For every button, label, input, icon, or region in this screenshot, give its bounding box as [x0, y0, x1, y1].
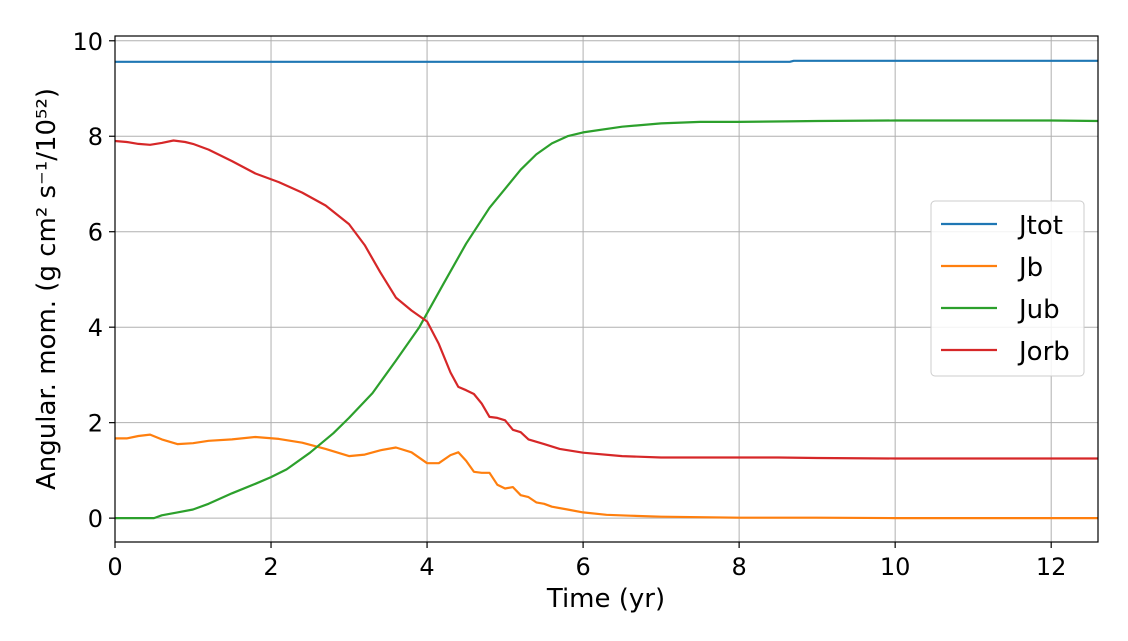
- series-line-jb: [115, 433, 1098, 520]
- x-tick-label: 6: [575, 553, 590, 581]
- y-axis-title: Angular. mom. (g cm² s⁻¹/10⁵²): [32, 88, 62, 490]
- y-tick-label: 10: [72, 28, 103, 56]
- x-axis-title: Time (yr): [546, 584, 665, 614]
- series-layer: [114, 59, 1099, 520]
- y-tick-label: 6: [88, 219, 103, 247]
- y-tick-label: 0: [88, 505, 103, 533]
- x-tick-label: 4: [419, 553, 434, 581]
- legend-label: Jb: [1017, 253, 1043, 283]
- series-line-jtot: [115, 59, 1098, 63]
- legend-label: Jtot: [1017, 211, 1063, 241]
- y-tick-label: 4: [88, 314, 103, 342]
- x-tick-label: 12: [1036, 553, 1067, 581]
- x-axis-ticks: 0 2 4 6 8 10 12: [107, 542, 1066, 581]
- series-line-jub: [115, 119, 1099, 520]
- plot-frame: [114, 35, 1099, 543]
- x-tick-label: 8: [731, 553, 746, 581]
- y-tick-label: 8: [88, 123, 103, 151]
- x-tick-label: 2: [263, 553, 278, 581]
- series-line-jorb: [114, 139, 1098, 460]
- legend-label: Jub: [1017, 295, 1060, 325]
- y-axis-ticks: 0 2 4 6 8 10: [72, 28, 115, 533]
- legend: Jtot Jb Jub Jorb: [930, 200, 1085, 377]
- y-tick-label: 2: [88, 410, 103, 438]
- legend-label: Jorb: [1017, 337, 1070, 367]
- legend-box: [930, 200, 1085, 377]
- x-tick-label: 10: [880, 553, 911, 581]
- x-tick-label: 0: [107, 553, 122, 581]
